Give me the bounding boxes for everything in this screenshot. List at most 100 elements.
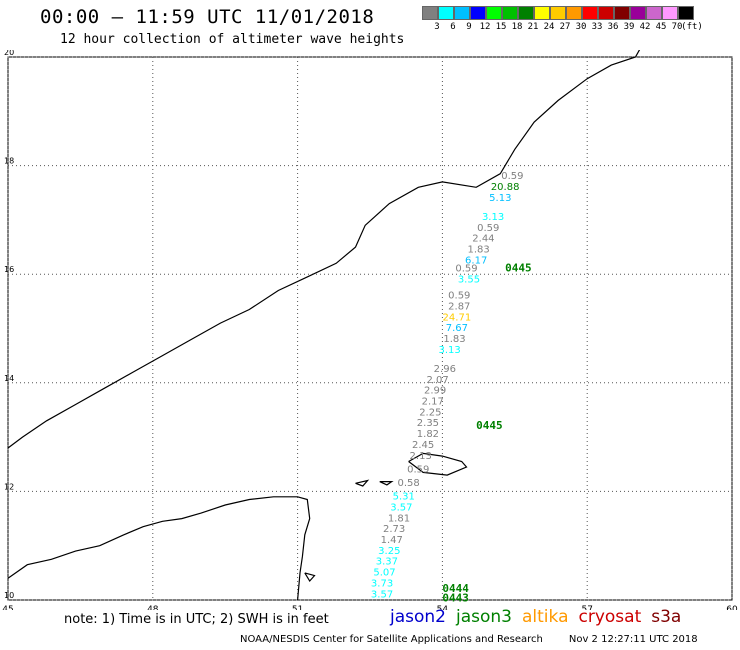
legend-swatch [422, 6, 438, 20]
footer-note: note: 1) Time is in UTC; 2) SWH is in fe… [64, 612, 329, 627]
legend-tick-labels: 3 6 9 12 15 18 21 24 27 30 33 36 39 42 45 70 (ft) [422, 20, 703, 34]
wave-height-value: 24.71 [443, 312, 472, 323]
legend-swatch [646, 6, 662, 20]
legend-tick-label: 24 [543, 22, 555, 32]
generated-timestamp: Nov 2 12:27:11 UTC 2018 [568, 634, 698, 645]
wave-height-value: 3.57 [371, 589, 393, 600]
y-tick-label: 16 [4, 265, 14, 274]
legend-tick-label: 9 [466, 22, 472, 32]
wave-height-value: 2.25 [419, 407, 441, 418]
legend-tick-label: 12 [479, 22, 491, 32]
wave-height-value: 2.96 [434, 364, 456, 375]
satellite-label-s3a: s3a [651, 607, 682, 627]
coastline-arabian-peninsula [7, 50, 641, 449]
wave-height-value: 1.47 [381, 535, 403, 546]
wave-height-value: 1.81 [388, 513, 410, 524]
wave-height-value: 2.73 [383, 524, 405, 535]
wave-height-value: 2.17 [422, 397, 444, 408]
wave-height-value: 3.57 [390, 502, 412, 513]
track-time-label: 0445 [505, 261, 532, 274]
map-subtitle: 12 hour collection of altimeter wave hei… [60, 32, 405, 47]
legend-swatch [454, 6, 470, 20]
legend-swatch [582, 6, 598, 20]
legend-swatch [598, 6, 614, 20]
wave-height-value: 1.82 [417, 429, 439, 440]
wave-height-value: 5.13 [489, 193, 511, 204]
x-tick-label: 51 [292, 605, 303, 610]
legend-tick-label: 70 [671, 22, 683, 32]
legend-swatch [518, 6, 534, 20]
wave-height-value: 1.83 [443, 334, 465, 345]
legend-tick-label: 15 [495, 22, 507, 32]
wave-height-value: 0.59 [501, 171, 523, 182]
wave-height-value: 3.13 [482, 212, 504, 223]
coastline-islet [379, 481, 394, 486]
legend-swatch [534, 6, 550, 20]
wave-height-value: 6.17 [465, 255, 487, 266]
y-tick-label: 10 [4, 591, 14, 600]
wave-height-map: 45 48 51 54 57 602018161412100.5920.885.133.1… [2, 50, 738, 610]
wave-height-value: 2.13 [410, 451, 432, 462]
legend-swatch [502, 6, 518, 20]
track-time-label: 0443 [442, 592, 469, 605]
wave-height-value: 0.59 [407, 464, 429, 475]
satellite-label-jason3: jason3 [456, 607, 512, 627]
wave-height-value: 3.25 [378, 546, 400, 557]
coastline-islet [355, 479, 370, 487]
x-tick-label: 48 [147, 605, 159, 610]
legend-swatch [470, 6, 486, 20]
legend-tick-label: 42 [639, 22, 651, 32]
x-tick-label: 54 [437, 605, 449, 610]
x-tick-label: 57 [581, 605, 592, 610]
wave-height-value: 0.59 [477, 223, 499, 234]
legend-swatch [438, 6, 454, 20]
coastline-socotra [408, 452, 468, 476]
color-legend: 3 6 9 12 15 18 21 24 27 30 33 36 39 42 45 70 (ft) [422, 6, 703, 34]
wave-height-value: 3.73 [371, 578, 393, 589]
legend-tick-label: 27 [559, 22, 571, 32]
wave-height-value: 3.13 [439, 345, 461, 356]
wave-height-value: 2.99 [424, 386, 446, 397]
legend-swatch [662, 6, 678, 20]
satellite-label-cryosat: cryosat [578, 607, 642, 627]
y-tick-label: 20 [4, 50, 14, 57]
legend-tick-label: 18 [511, 22, 523, 32]
satellite-label-jason2: jason2 [390, 607, 446, 627]
legend-tick-label: 6 [450, 22, 456, 32]
credit-line: NOAA/NESDIS Center for Satellite Applica… [240, 634, 698, 645]
wave-height-value: 3.55 [458, 274, 480, 285]
legend-swatch [678, 6, 694, 20]
legend-tick-label: (ft) [681, 22, 703, 32]
wave-height-value: 2.07 [426, 375, 448, 386]
legend-tick-label: 36 [607, 22, 619, 32]
legend-swatch [566, 6, 582, 20]
x-tick-label: 60 [726, 605, 738, 610]
legend-swatch [614, 6, 630, 20]
wave-height-value: 2.87 [448, 301, 470, 312]
wave-height-value: 5.07 [373, 568, 395, 579]
wave-height-value: 2.44 [472, 234, 494, 245]
track-time-label: 0444 [442, 582, 469, 595]
credit-text: NOAA/NESDIS Center for Satellite Applica… [240, 634, 543, 645]
legend-swatch [486, 6, 502, 20]
wave-height-value: 5.31 [393, 492, 415, 503]
wave-height-value: 2.45 [412, 440, 434, 451]
satellite-label-altika: altika [522, 607, 569, 627]
legend-tick-label: 30 [575, 22, 587, 32]
legend-tick-label: 21 [527, 22, 539, 32]
y-tick-label: 12 [4, 482, 14, 491]
coastline-islet [304, 572, 316, 583]
legend-swatches [422, 6, 694, 20]
legend-swatch [550, 6, 566, 20]
wave-height-value: 0.59 [455, 263, 477, 274]
wave-height-value: 0.59 [448, 291, 470, 302]
track-time-label: 0445 [476, 419, 503, 432]
satellite-legend: jason2 jason3 altika cryosat s3a [390, 607, 691, 627]
legend-tick-label: 33 [591, 22, 603, 32]
coastline-horn-of-africa [7, 496, 311, 601]
legend-tick-label: 45 [655, 22, 667, 32]
wave-height-value: 7.67 [446, 323, 468, 334]
wave-height-value: 2.35 [417, 418, 439, 429]
y-tick-label: 18 [4, 157, 14, 166]
legend-tick-label: 3 [434, 22, 440, 32]
